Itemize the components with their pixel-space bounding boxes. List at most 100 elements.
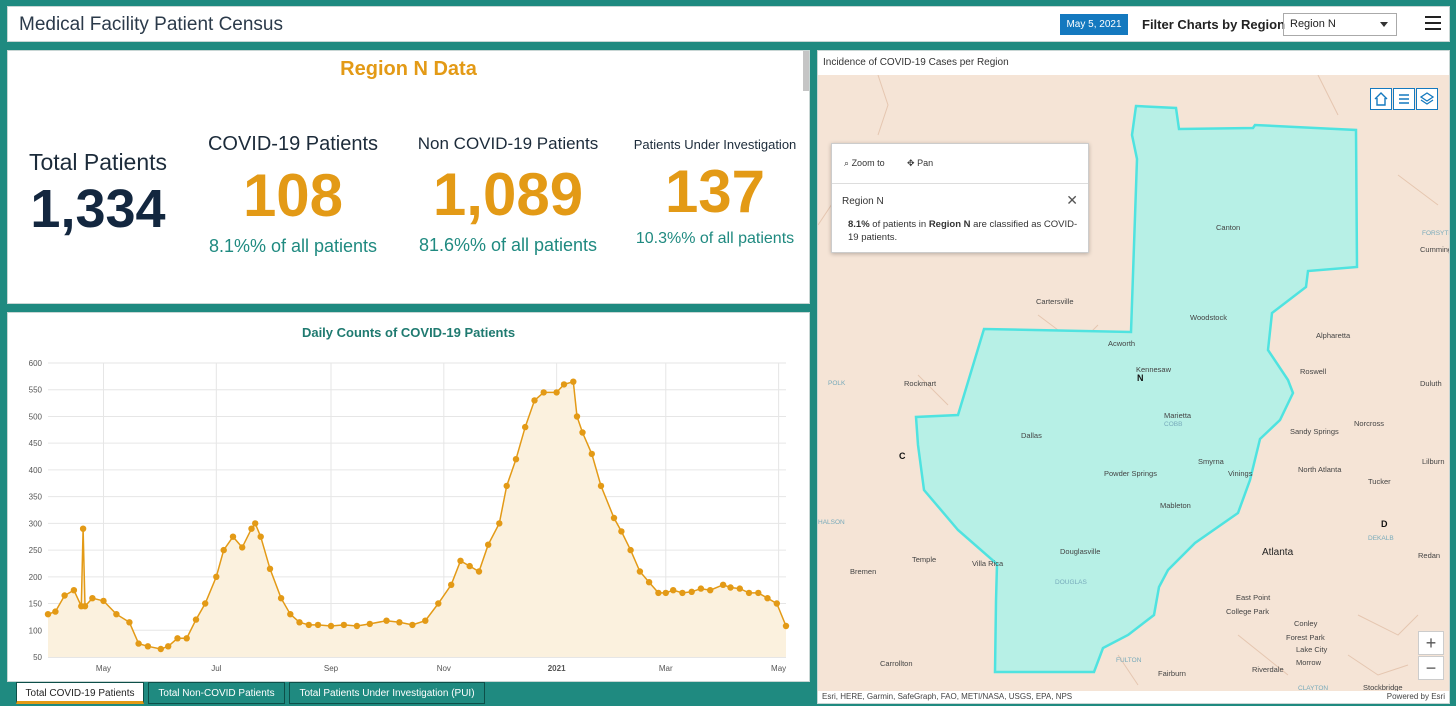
map-place-label: Mableton <box>1160 501 1191 510</box>
map-place-label: Alpharetta <box>1316 331 1351 340</box>
map-place-label: DOUGLAS <box>1055 579 1087 586</box>
app-header: Medical Facility Patient Census May 5, 2… <box>7 6 1450 42</box>
x-tick-label: Nov <box>437 664 451 673</box>
covid-patients-label: COVID-19 Patients <box>207 133 379 155</box>
data-point <box>522 423 529 431</box>
y-tick-label: 500 <box>29 412 43 421</box>
app-title: Medical Facility Patient Census <box>19 14 283 35</box>
data-point <box>81 603 89 610</box>
pui-patients-pct: 10.3%% of all patients <box>635 230 795 247</box>
data-point <box>727 584 734 591</box>
map-place-label: Kennesaw <box>1136 365 1172 374</box>
map-place-label: Forest Park <box>1286 633 1325 642</box>
data-point <box>679 589 686 597</box>
move-icon: ✥ <box>907 158 915 168</box>
data-point <box>287 611 294 618</box>
map-canvas <box>818 75 1439 686</box>
filter-label: Filter Charts by Region <box>1142 17 1286 32</box>
x-tick-label: May <box>771 664 786 673</box>
map-place-label: Powder Springs <box>1104 469 1157 478</box>
map-place-label: Vinings <box>1228 469 1253 478</box>
map-place-label: Lilburn <box>1422 457 1445 466</box>
data-point <box>100 597 107 605</box>
data-point <box>252 520 259 527</box>
tab-total-non-covid[interactable]: Total Non-COVID Patients <box>148 682 285 704</box>
data-point <box>61 592 68 599</box>
data-point <box>719 581 727 588</box>
tab-total-covid[interactable]: Total COVID-19 Patients <box>16 682 144 704</box>
data-point <box>553 389 560 396</box>
legend-list-icon[interactable] <box>1393 88 1415 110</box>
data-point <box>466 562 473 570</box>
tab-total-pui[interactable]: Total Patients Under Investigation (PUI) <box>289 682 485 704</box>
date-button[interactable]: May 5, 2021 <box>1060 14 1128 35</box>
pui-patients-value: 137 <box>664 158 766 225</box>
zoom-to-button[interactable]: ⌕ Zoom to <box>844 158 885 169</box>
data-point <box>457 557 464 564</box>
x-tick-label: Sep <box>324 664 339 673</box>
x-tick-label: May <box>96 664 111 673</box>
noncovid-patients-pct: 81.6%% of all patients <box>418 235 598 255</box>
info-popup: ⌕ Zoom to ✥ Pan Region N ✕ 8.1% of patie… <box>831 143 1089 253</box>
data-point <box>662 589 669 597</box>
close-icon[interactable]: ✕ <box>1066 192 1078 208</box>
layers-icon[interactable] <box>1416 88 1438 110</box>
y-tick-label: 300 <box>29 519 43 528</box>
data-point <box>248 525 255 532</box>
daily-covid-chart[interactable]: 50 100 150 200 250 300 350 400 450 500 550 600 May Ju… <box>8 313 809 681</box>
zoom-in-button[interactable]: + <box>1418 631 1444 655</box>
home-icon[interactable] <box>1370 88 1392 110</box>
map-place-label: Morrow <box>1296 658 1322 667</box>
data-point <box>327 622 335 630</box>
data-point <box>512 456 520 463</box>
total-patients-stat: Total Patients 1,334 <box>18 149 178 236</box>
map-place-label: Tucker <box>1368 477 1391 486</box>
data-point <box>89 595 96 602</box>
y-tick-label: 450 <box>29 439 43 448</box>
data-point <box>485 541 492 548</box>
data-point <box>531 397 538 404</box>
pan-label: Pan <box>917 158 934 168</box>
map-place-label: Roswell <box>1300 367 1327 376</box>
map-place-label: Cartersville <box>1036 297 1074 306</box>
region-n-polygon <box>914 104 1359 674</box>
y-tick-label: 550 <box>29 386 43 395</box>
map-place-label: College Park <box>1226 607 1269 616</box>
data-point <box>475 568 483 575</box>
data-point <box>305 621 312 629</box>
map-place-label: Carrollton <box>880 659 913 668</box>
data-point <box>409 621 416 629</box>
region-select[interactable]: Region N <box>1283 13 1397 36</box>
map-place-label: DEKALB <box>1368 535 1394 542</box>
x-tick-label: 2021 <box>548 664 566 673</box>
map-place-label: Cumming <box>1420 245 1450 254</box>
data-point <box>113 611 120 618</box>
map-view[interactable]: Canton Cumming FORSYTH Cartersville Woodstoc… <box>818 75 1450 693</box>
data-point <box>540 389 547 396</box>
scrollbar[interactable] <box>803 51 809 91</box>
y-tick-label: 100 <box>29 626 43 635</box>
chart-panel: Daily Counts of COVID-19 Patients 50 100 1… <box>7 312 810 682</box>
map-place-label: Lake City <box>1296 645 1328 654</box>
data-point <box>636 568 644 575</box>
y-tick-label: 150 <box>29 600 43 609</box>
zoom-out-button[interactable]: − <box>1418 656 1444 680</box>
y-tick-label: 250 <box>29 546 43 555</box>
pan-button[interactable]: ✥ Pan <box>907 158 933 169</box>
region-letter-label: N <box>1137 373 1144 383</box>
x-tick-label: Jul <box>211 664 221 673</box>
data-point <box>202 600 209 607</box>
map-place-label: North Atlanta <box>1298 465 1342 474</box>
map-place-label: Woodstock <box>1190 313 1227 322</box>
map-place-label: Dallas <box>1021 431 1042 440</box>
y-tick-label: 600 <box>29 359 43 368</box>
data-point <box>745 589 753 597</box>
map-place-label: Fairburn <box>1158 669 1186 678</box>
data-point <box>597 482 605 490</box>
hamburger-menu-icon[interactable] <box>1425 16 1441 31</box>
map-place-label: POLK <box>828 380 846 387</box>
y-tick-label: 200 <box>29 573 43 582</box>
map-place-label: Norcross <box>1354 419 1385 428</box>
data-point <box>579 429 586 436</box>
data-point <box>213 573 220 580</box>
